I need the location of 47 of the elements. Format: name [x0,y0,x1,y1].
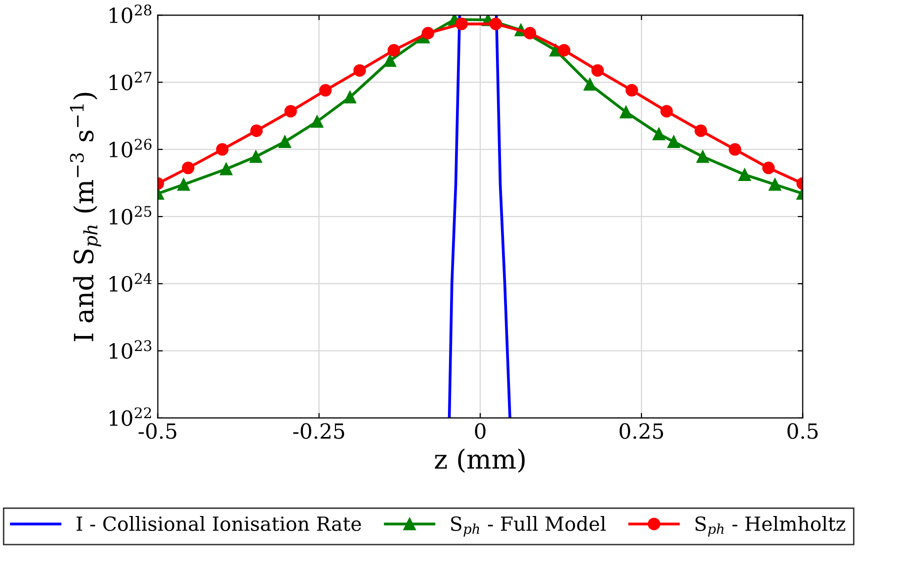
y-tick-label: 10$^{27}$ [110,72,152,90]
point [524,26,536,40]
y-tick-label: 10$^{28}$ [110,4,152,24]
point [250,150,262,163]
x-tick-label: 0.25 [620,423,664,439]
point [694,124,708,137]
point [768,178,782,191]
point [652,128,666,140]
point [667,136,680,148]
point [319,84,332,97]
point [626,84,638,97]
point [384,54,396,67]
point [310,115,324,128]
x-tick-label: 0 [475,423,486,439]
y-tick-label: 10$^{23}$ [110,340,152,359]
point [762,162,775,174]
x-axis-title: z (mm) [434,448,525,473]
point [696,150,709,163]
x-tick-label: -0.25 [293,423,344,439]
point [620,106,632,118]
point [422,26,434,40]
point [220,162,232,176]
y-tick-label: 10$^{26}$ [110,138,152,158]
x-tick-label: 0.5 [788,423,818,439]
point [455,18,468,30]
point [660,105,673,118]
point [558,44,570,56]
point [584,78,596,91]
point [489,18,502,30]
legend-label: S$_{ph}$ - Full Model [451,516,606,537]
point [388,44,400,56]
point [738,168,751,181]
y-tick-label: 10$^{24}$ [110,273,152,292]
point [284,105,297,118]
point [216,143,229,156]
point [344,90,356,104]
point [591,64,604,77]
point [728,143,742,156]
y-tick-label: 10$^{25}$ [110,206,152,225]
point [182,162,194,174]
legend-label: I - Collisional Ionisation Rate [76,516,361,532]
legend-label: S$_{ph}$ - Helmholtz [696,516,846,537]
y-axis-title: I and S$_{ph}$ (m$^{−3}$ s$^{−1}$) [70,92,102,342]
point [278,136,292,148]
point [353,64,366,77]
point [177,178,190,191]
point [250,124,263,137]
